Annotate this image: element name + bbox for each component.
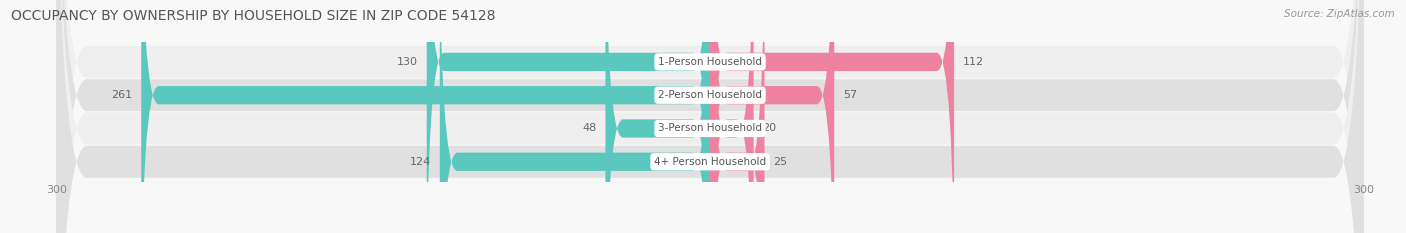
FancyBboxPatch shape xyxy=(710,0,754,233)
Text: 2-Person Household: 2-Person Household xyxy=(658,90,762,100)
Text: 57: 57 xyxy=(844,90,858,100)
Text: 124: 124 xyxy=(409,157,432,167)
Text: 261: 261 xyxy=(111,90,132,100)
FancyBboxPatch shape xyxy=(141,0,710,233)
Text: 130: 130 xyxy=(396,57,418,67)
FancyBboxPatch shape xyxy=(427,0,710,233)
Text: Source: ZipAtlas.com: Source: ZipAtlas.com xyxy=(1284,9,1395,19)
FancyBboxPatch shape xyxy=(56,0,1364,233)
FancyBboxPatch shape xyxy=(440,0,710,233)
Text: 20: 20 xyxy=(762,123,776,134)
Text: OCCUPANCY BY OWNERSHIP BY HOUSEHOLD SIZE IN ZIP CODE 54128: OCCUPANCY BY OWNERSHIP BY HOUSEHOLD SIZE… xyxy=(11,9,496,23)
FancyBboxPatch shape xyxy=(710,0,765,233)
Text: 1-Person Household: 1-Person Household xyxy=(658,57,762,67)
FancyBboxPatch shape xyxy=(710,0,955,233)
FancyBboxPatch shape xyxy=(56,0,1364,233)
Text: 112: 112 xyxy=(963,57,984,67)
FancyBboxPatch shape xyxy=(56,0,1364,233)
Text: 25: 25 xyxy=(773,157,787,167)
Text: 48: 48 xyxy=(582,123,596,134)
Text: 3-Person Household: 3-Person Household xyxy=(658,123,762,134)
Text: 4+ Person Household: 4+ Person Household xyxy=(654,157,766,167)
FancyBboxPatch shape xyxy=(56,0,1364,233)
FancyBboxPatch shape xyxy=(606,0,710,233)
FancyBboxPatch shape xyxy=(710,0,834,233)
